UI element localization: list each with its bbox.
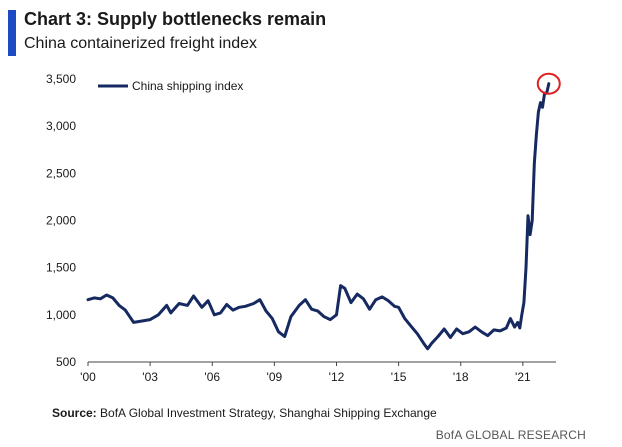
chart-subtitle: China containerized freight index (24, 35, 258, 52)
y-tick-label: 2,500 (46, 166, 76, 180)
chart-title: Chart 3: Supply bottlenecks remain (24, 9, 327, 29)
title-accent-bar (8, 10, 16, 56)
x-tick-label: '00 (80, 370, 96, 384)
source-text: BofA Global Investment Strategy, Shangha… (100, 406, 437, 420)
y-tick-label: 1,000 (46, 308, 76, 322)
x-tick-label: '15 (391, 370, 407, 384)
highlight-circle (536, 72, 561, 95)
source-note: Source: BofA Global Investment Strategy,… (52, 406, 437, 420)
y-tick-label: 3,000 (46, 119, 76, 133)
series-line-china-shipping-index (86, 82, 551, 351)
legend-label: China shipping index (132, 79, 243, 93)
source-label: Source: (52, 406, 97, 420)
brand-label: BofA GLOBAL RESEARCH (435, 428, 586, 442)
y-tick-label: 500 (56, 355, 76, 369)
y-tick-label: 3,500 (46, 72, 76, 86)
x-tick-label: '21 (515, 370, 531, 384)
x-tick-label: '03 (142, 370, 158, 384)
y-tick-label: 1,500 (46, 261, 76, 275)
x-tick-label: '12 (329, 370, 345, 384)
x-tick-label: '09 (267, 370, 283, 384)
y-tick-label: 2,000 (46, 214, 76, 228)
x-tick-label: '18 (453, 370, 469, 384)
x-tick-label: '06 (204, 370, 220, 384)
